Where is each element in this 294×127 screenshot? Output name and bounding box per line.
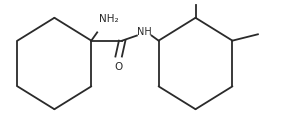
Text: O: O bbox=[115, 62, 123, 72]
Text: NH: NH bbox=[137, 27, 152, 37]
Text: NH₂: NH₂ bbox=[99, 14, 118, 24]
